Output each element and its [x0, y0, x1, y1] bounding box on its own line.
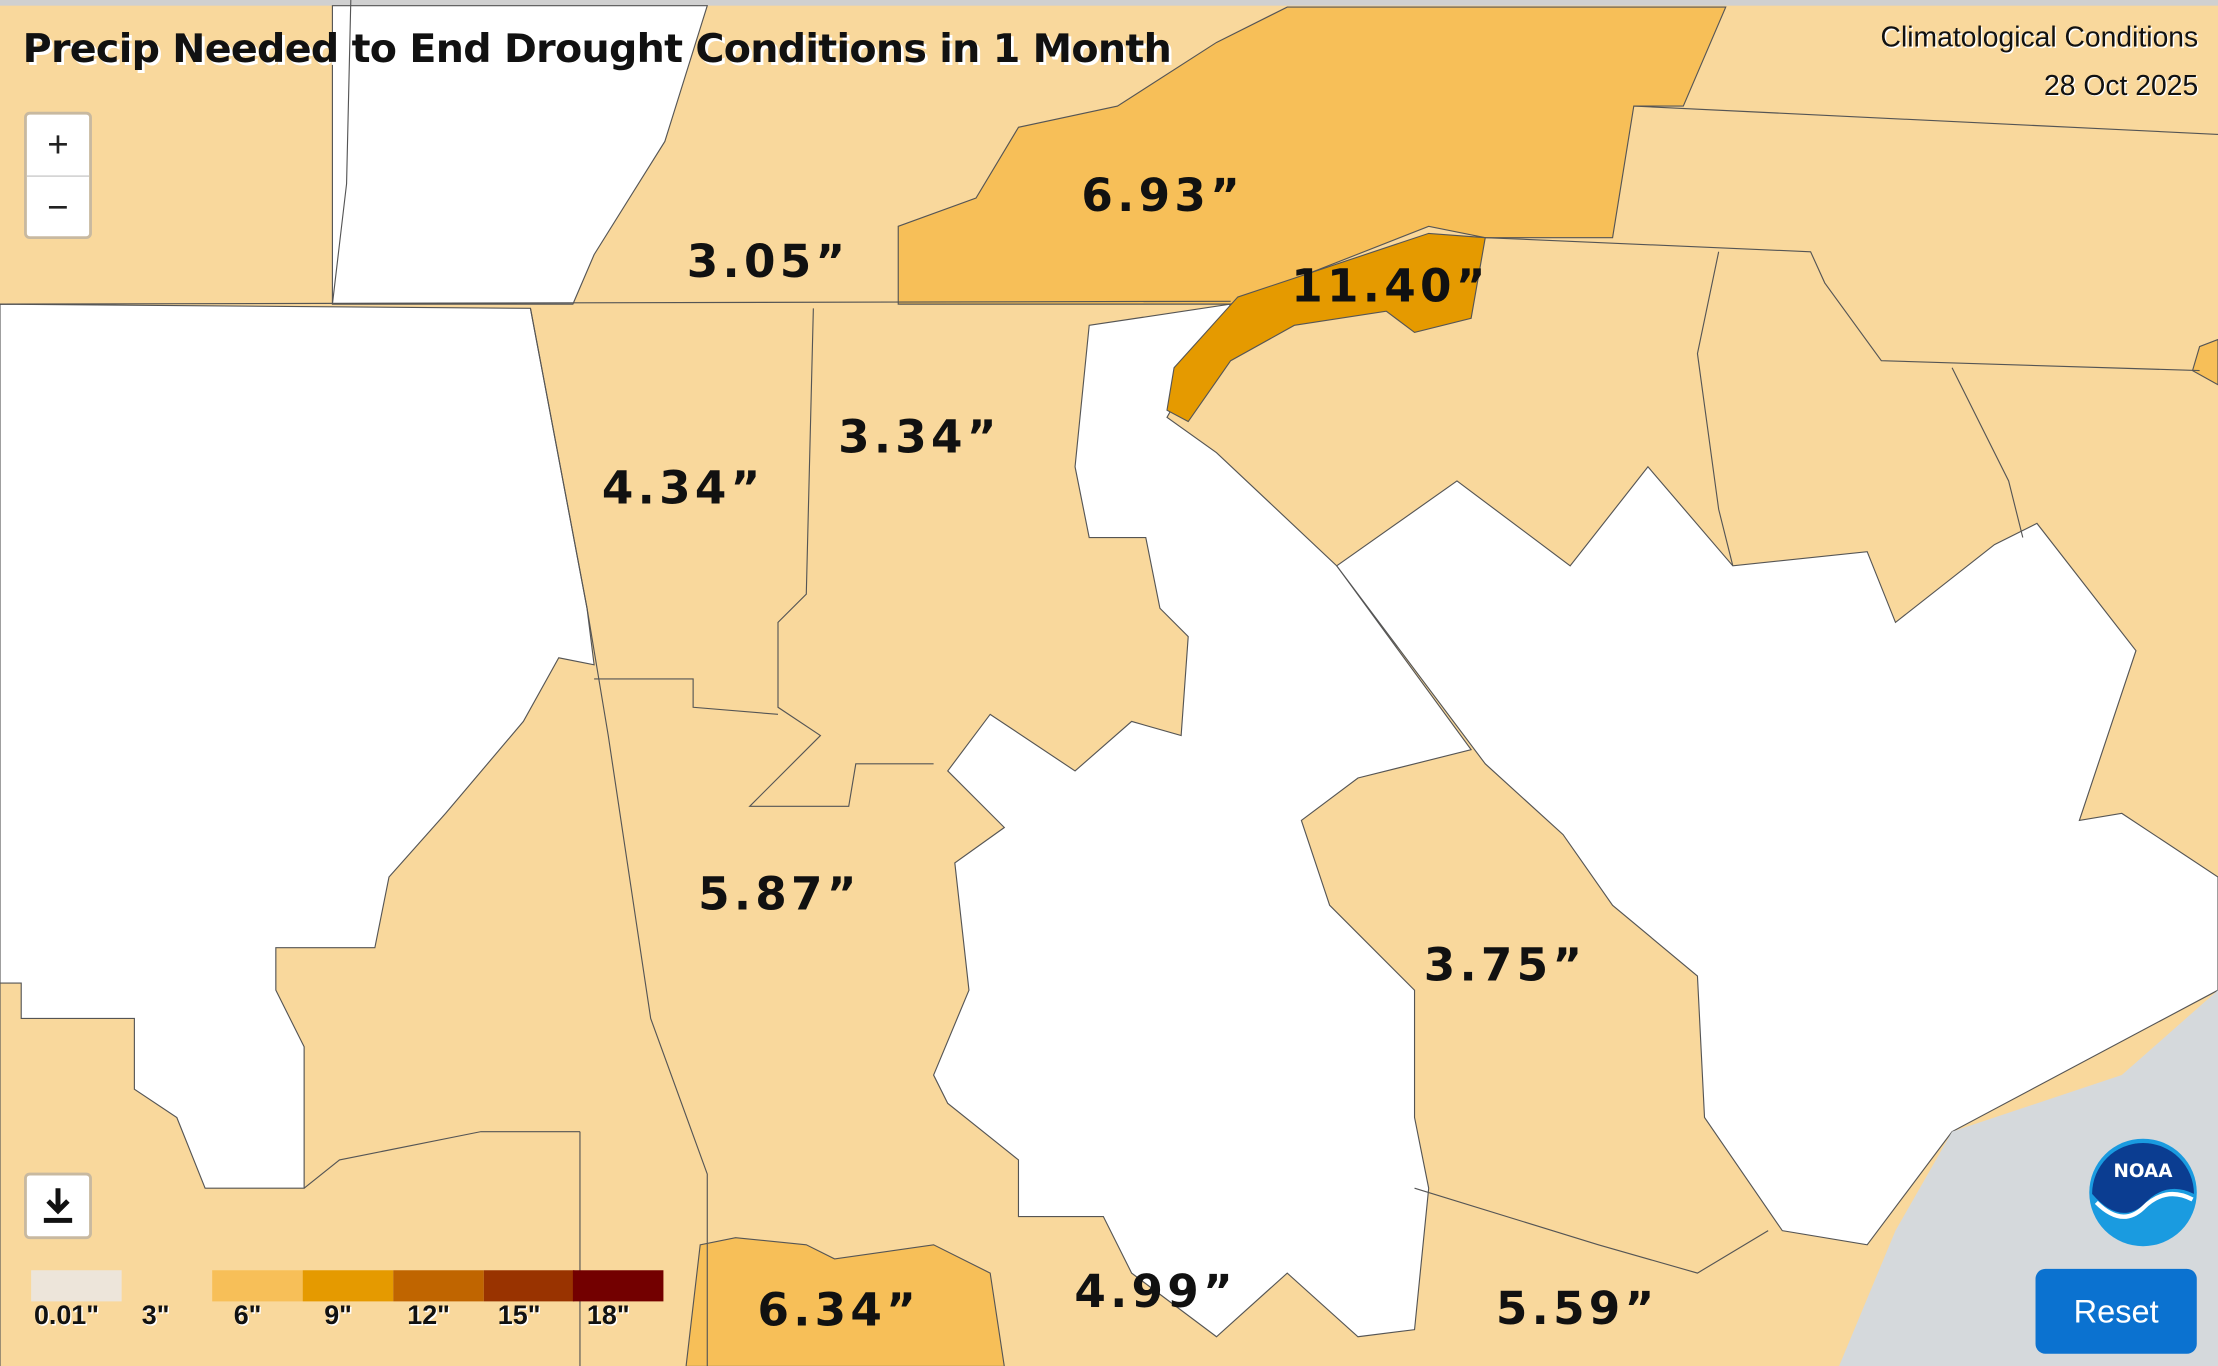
legend-swatch — [212, 1270, 303, 1302]
region-label: 4.34” — [601, 461, 765, 515]
zoom-control: + − — [24, 111, 92, 240]
legend-swatch — [572, 1270, 664, 1302]
legend-label: 18" — [586, 1301, 630, 1332]
date-label: 28 Oct 2025 — [2044, 70, 2199, 102]
legend-label: 12" — [407, 1301, 450, 1332]
region-label: 3.75” — [1423, 937, 1587, 992]
region-label: 3.05” — [686, 234, 850, 289]
region-label: 4.99” — [1074, 1264, 1238, 1319]
region-label: 3.34” — [838, 410, 1001, 464]
legend-swatch — [302, 1270, 394, 1302]
legend-label: 3" — [141, 1301, 170, 1332]
map-title: Precip Needed to End Drought Conditions … — [22, 25, 1172, 73]
legend-label: 15" — [497, 1301, 541, 1332]
region-no-drought — [932, 303, 1473, 1338]
region-11-40 — [1166, 232, 1486, 423]
legend-label: 0.01" — [33, 1301, 100, 1332]
legend-label: 9" — [324, 1301, 352, 1332]
region-label: 5.87” — [698, 867, 861, 921]
region-no-drought — [0, 303, 595, 1189]
region-no-drought — [1335, 465, 2218, 1246]
legend-swatch — [31, 1270, 122, 1302]
region-6-34 — [685, 1237, 1005, 1366]
svg-text:NOAA: NOAA — [2114, 1161, 2174, 1182]
region-label: 11.40” — [1291, 258, 1490, 313]
region-label: 6.93” — [1081, 168, 1245, 223]
drought-regions — [685, 6, 2218, 1366]
legend-swatch — [393, 1270, 484, 1302]
legend-label: 6" — [233, 1301, 262, 1332]
region-6-93 — [897, 6, 1727, 305]
no-drought-regions — [0, 5, 2218, 1338]
download-icon — [43, 1188, 73, 1223]
subtitle: Climatological Conditions — [1880, 22, 2199, 54]
legend-swatch — [483, 1270, 575, 1302]
zoom-in-button[interactable]: + — [26, 115, 90, 177]
noaa-logo: NOAA — [2089, 1138, 2197, 1247]
region-label: 6.34” — [757, 1282, 921, 1337]
top-border — [0, 0, 2218, 6]
zoom-out-button[interactable]: − — [47, 185, 69, 228]
download-button[interactable] — [24, 1172, 92, 1240]
region-label: 5.59” — [1495, 1281, 1659, 1336]
region-edge — [2191, 338, 2218, 386]
reset-button[interactable]: Reset — [2035, 1268, 2197, 1354]
